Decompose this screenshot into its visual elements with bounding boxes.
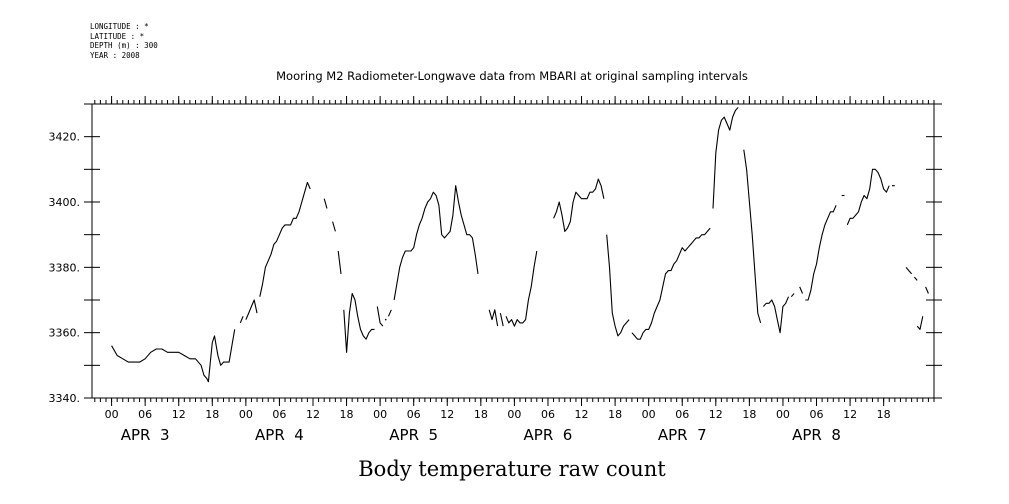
- depth-label: DEPTH (m) : 300: [90, 41, 158, 50]
- x-day-label: APR 8: [792, 426, 841, 444]
- year-label: YEAR : 2008: [90, 50, 140, 60]
- x-axis-label: Body temperature raw count: [358, 457, 666, 481]
- x-tick-label: 06: [541, 408, 555, 421]
- y-tick-label: 3340.: [49, 392, 81, 405]
- y-tick-label: 3400.: [49, 196, 81, 209]
- x-tick-label: 00: [373, 408, 387, 421]
- x-tick-label: 12: [709, 408, 723, 421]
- series-line-segment: [631, 227, 711, 340]
- series-line-segment: [239, 316, 244, 324]
- x-tick-label: 00: [776, 408, 790, 421]
- series-point: [384, 318, 387, 321]
- series-line-segment: [245, 299, 258, 320]
- series-line-segment: [111, 329, 236, 383]
- x-tick-label: 06: [810, 408, 824, 421]
- series-line-segment: [259, 181, 311, 297]
- series-line-segment: [846, 168, 890, 226]
- x-tick-label: 06: [272, 408, 286, 421]
- x-day-label: APR 6: [524, 426, 573, 444]
- series-line-segment: [762, 296, 790, 334]
- longitude-label: LONGITUDE : *: [90, 22, 149, 31]
- x-tick-label: 06: [407, 408, 421, 421]
- x-tick-label: 18: [340, 408, 354, 421]
- x-tick-label: 00: [239, 408, 253, 421]
- metadata-block: LONGITUDE : * LATITUDE : * DEPTH (m) : 3…: [90, 22, 158, 60]
- series-line-segment: [712, 106, 739, 209]
- x-tick-label: 18: [877, 408, 891, 421]
- x-tick-label: 18: [608, 408, 622, 421]
- y-tick-label: 3420.: [49, 131, 81, 144]
- chart-title: Mooring M2 Radiometer-Longwave data from…: [276, 69, 748, 83]
- series-line-segment: [553, 178, 605, 232]
- series-line-segment: [606, 234, 630, 337]
- x-tick-label: 00: [105, 408, 119, 421]
- series-line-segment: [499, 312, 504, 327]
- series-line-segment: [337, 250, 342, 274]
- series-line-segment: [376, 306, 384, 327]
- latitude-label: LATITUDE : *: [90, 31, 145, 41]
- series-group: [111, 106, 929, 383]
- x-tick-label: 12: [575, 408, 589, 421]
- axes: 00 06 12 18 00 06 12 18 00 06 12 18 00 06 12 18 00 06 12 18…: [49, 96, 942, 444]
- series-line-segment: [387, 309, 392, 317]
- x-tick-label: 18: [742, 408, 756, 421]
- x-tick-label: 18: [474, 408, 488, 421]
- series-line-segment: [332, 221, 336, 232]
- x-tick-label: 12: [172, 408, 186, 421]
- x-tick-label: 12: [843, 408, 857, 421]
- x-tick-label: 06: [138, 408, 152, 421]
- plot-frame: [91, 103, 935, 399]
- series-line-segment: [925, 286, 929, 294]
- x-day-label: APR 4: [255, 426, 304, 444]
- series-line-segment: [916, 316, 924, 330]
- series-line-segment: [323, 198, 328, 209]
- x-tick-label: 12: [306, 408, 320, 421]
- series-line-segment: [805, 205, 837, 301]
- x-tick-label: 12: [440, 408, 454, 421]
- series-line-segment: [905, 266, 913, 275]
- x-day-label: APR 5: [389, 426, 438, 444]
- series-line-segment: [913, 276, 918, 281]
- y-tick-label: 3360.: [49, 327, 81, 340]
- series-line-segment: [488, 309, 499, 327]
- series-line-segment: [393, 185, 479, 301]
- x-tick-label: 06: [675, 408, 689, 421]
- y-tick-label: 3380.: [49, 261, 81, 274]
- series-line-segment: [790, 293, 795, 298]
- series-line-segment: [743, 149, 762, 324]
- x-tick-label: 18: [205, 408, 219, 421]
- x-day-label: APR 3: [121, 426, 170, 444]
- x-tick-label: 00: [642, 408, 656, 421]
- x-tick-label: 00: [507, 408, 521, 421]
- series-line-segment: [343, 292, 375, 353]
- series-line-segment: [505, 250, 538, 327]
- series-line-segment: [799, 286, 804, 294]
- x-day-label: APR 7: [658, 426, 707, 444]
